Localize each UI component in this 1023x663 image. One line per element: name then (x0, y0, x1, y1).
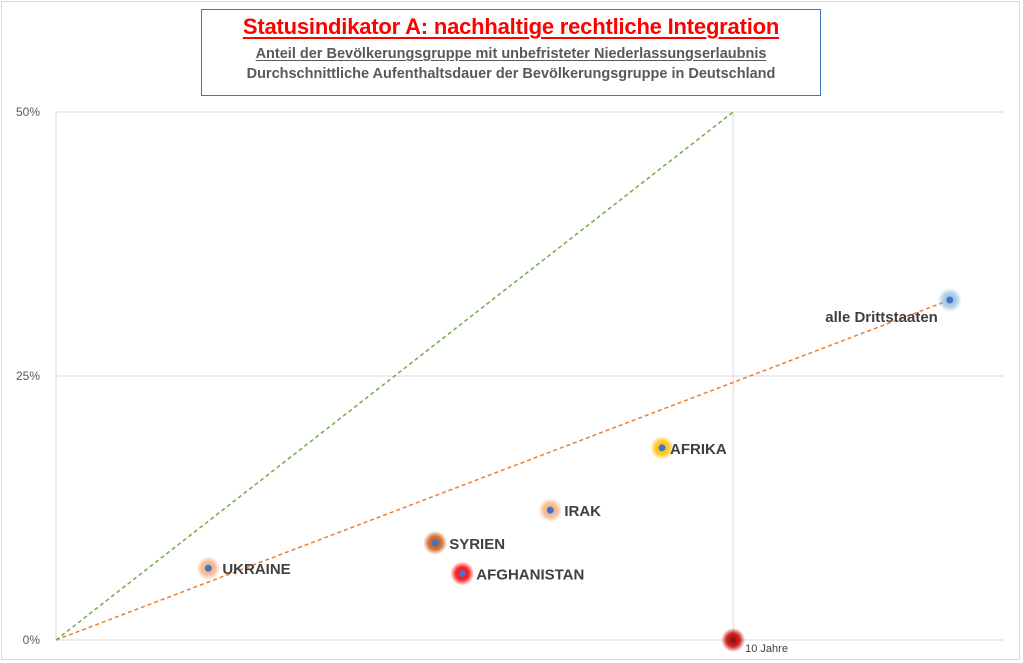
chart-title-box: Statusindikator A: nachhaltige rechtlich… (201, 9, 821, 96)
trend-line-orange-dashed (55, 299, 951, 641)
data-point-afghanistan (458, 569, 466, 577)
data-point-ukraine (204, 564, 212, 572)
point-label-ukraine: UKRAINE (222, 561, 290, 578)
trend-line-green-dashed (55, 111, 734, 641)
data-point-irak (546, 506, 554, 514)
y-tick-label-0: 0% (23, 633, 41, 647)
y-tick-label-50: 50% (16, 105, 40, 119)
point-label-afghanistan: AFGHANISTAN (476, 566, 584, 583)
point-label-irak: IRAK (564, 503, 601, 520)
data-point-afrika (658, 444, 666, 452)
point-label-alle-drittstaaten: alle Drittstaaten (825, 309, 938, 326)
point-label-afrika: AFRIKA (670, 441, 727, 458)
data-point-alle-drittstaaten (946, 296, 954, 304)
chart-subtitle-x: Durchschnittliche Aufenthaltsdauer der B… (246, 66, 776, 82)
data-point-syrien (431, 539, 439, 547)
y-tick-label-25: 25% (16, 369, 40, 383)
chart-subtitle-y: Anteil der Bevölkerungsgruppe mit unbefr… (255, 46, 767, 62)
point-label-syrien: SYRIEN (449, 536, 505, 553)
reference-label-10-jahre: 10 Jahre (745, 643, 788, 655)
reference-point (730, 637, 737, 643)
chart-title: Statusindikator A: nachhaltige rechtlich… (242, 14, 780, 39)
